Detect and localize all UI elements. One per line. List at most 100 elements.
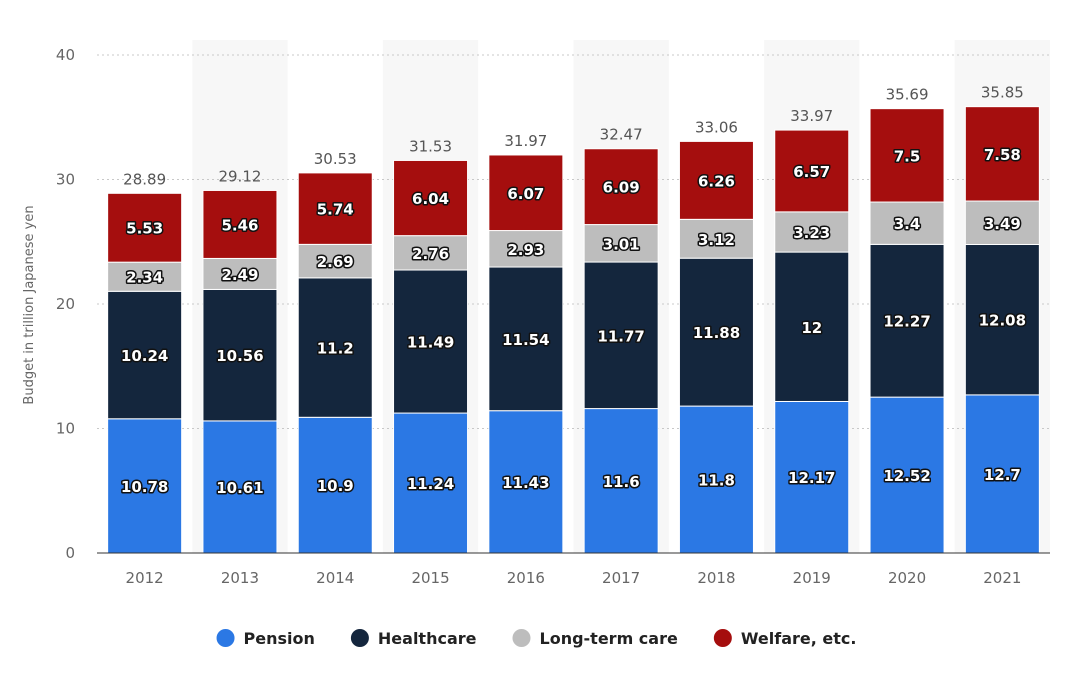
bar-segment-pension-2018: [678, 405, 754, 554]
legend-marker: [713, 629, 732, 647]
bar-segment-healthcare-2018: [678, 257, 754, 407]
data-label: 3.49: [984, 215, 1021, 233]
data-label: 11.77: [597, 327, 644, 345]
data-label: 11.8: [698, 472, 735, 490]
bar-segment-healthcare-2021: [964, 243, 1040, 396]
legend-label: Healthcare: [378, 629, 477, 648]
x-tick-label: 2021: [983, 569, 1021, 587]
data-label: 11.6: [603, 473, 640, 491]
bar-segment-pension-2014: [297, 416, 373, 554]
x-axis-ticks: 2012 2013 2014 2015 2016 2017 2018 2019 2020 2021: [126, 569, 1022, 587]
bar-segment-welfare-etc--2021: [964, 106, 1040, 202]
bar-segment-healthcare-2014: [297, 277, 373, 418]
legend-item-welfare-etc-[interactable]: Welfare, etc.: [713, 629, 857, 648]
data-label: 5.53: [126, 220, 163, 238]
data-label: 3.4: [894, 215, 921, 233]
bar-segment-welfare-etc--2013: [202, 189, 278, 259]
gridlines: [97, 54, 1050, 429]
y-tick-label: 30: [56, 171, 75, 189]
data-label: 12.7: [984, 466, 1021, 484]
total-label: 32.47: [600, 126, 643, 144]
bar-segment-long-term-care-2015: [393, 235, 469, 271]
data-label: 6.09: [603, 179, 640, 197]
data-label: 2.93: [507, 241, 544, 259]
total-label: 30.53: [314, 150, 357, 168]
total-label: 29.12: [218, 167, 261, 185]
bars: [107, 106, 1040, 554]
data-label: 10.24: [121, 347, 168, 365]
x-tick-label: 2016: [507, 569, 545, 587]
data-label: 12: [801, 319, 822, 337]
bar-segment-long-term-care-2021: [964, 200, 1040, 245]
data-label: 3.12: [698, 231, 735, 249]
bar-segment-welfare-etc--2014: [297, 172, 373, 245]
data-label: 11.54: [502, 331, 549, 349]
bar-segment-welfare-etc--2019: [774, 129, 850, 213]
data-label: 2.69: [317, 253, 354, 271]
bar-segment-pension-2012: [107, 418, 183, 554]
total-label: 33.97: [790, 107, 833, 125]
legend-marker: [350, 629, 369, 647]
bar-segment-long-term-care-2020: [869, 201, 945, 245]
data-label: 5.46: [221, 216, 258, 234]
legend-marker: [216, 629, 235, 647]
x-tick-label: 2013: [221, 569, 259, 587]
bar-segment-pension-2017: [583, 408, 659, 554]
bar-segment-healthcare-2017: [583, 261, 659, 410]
data-label: 2.76: [412, 245, 449, 263]
bar-segment-welfare-etc--2018: [678, 140, 754, 220]
legend: Pension Healthcare Long-term care Welfare, …: [216, 629, 857, 648]
legend-item-pension[interactable]: Pension: [216, 629, 315, 648]
total-label: 33.06: [695, 118, 738, 136]
data-label: 12.27: [883, 313, 930, 331]
bar-segment-pension-2021: [964, 394, 1040, 554]
total-label: 28.89: [123, 170, 166, 188]
x-tick-label: 2018: [697, 569, 735, 587]
legend-label: Long-term care: [540, 629, 678, 648]
data-label: 7.58: [984, 146, 1021, 164]
data-label: 11.43: [502, 474, 549, 492]
bar-segment-healthcare-2015: [393, 269, 469, 414]
data-label: 10.56: [216, 347, 263, 365]
data-label: 10.61: [216, 479, 263, 497]
x-tick-label: 2014: [316, 569, 354, 587]
x-tick-label: 2019: [793, 569, 831, 587]
y-tick-label: 40: [56, 46, 75, 64]
bar-segment-pension-2020: [869, 396, 945, 554]
data-label: 6.26: [698, 172, 735, 190]
x-tick-label: 2017: [602, 569, 640, 587]
data-label: 7.5: [894, 147, 921, 165]
data-label: 6.57: [793, 163, 830, 181]
x-tick-label: 2015: [411, 569, 449, 587]
bar-segment-long-term-care-2018: [678, 218, 754, 259]
data-label: 11.24: [407, 475, 454, 493]
legend-label: Welfare, etc.: [741, 629, 857, 648]
legend-item-long-term-care[interactable]: Long-term care: [512, 629, 678, 648]
data-label: 12.52: [883, 467, 930, 485]
data-label: 12.08: [979, 312, 1026, 330]
legend-item-healthcare[interactable]: Healthcare: [350, 629, 477, 648]
total-label: 35.69: [886, 86, 929, 104]
data-label: 5.74: [317, 201, 354, 219]
data-label: 11.88: [693, 324, 740, 342]
data-label: 10.9: [317, 477, 354, 495]
total-label: 35.85: [981, 84, 1024, 102]
data-label: 3.23: [793, 224, 830, 242]
bar-segment-healthcare-2013: [202, 288, 278, 422]
bar-segment-welfare-etc--2016: [488, 154, 564, 232]
total-label: 31.53: [409, 137, 452, 155]
bar-segment-pension-2019: [774, 400, 850, 554]
legend-marker: [512, 629, 531, 647]
data-label: 3.01: [603, 235, 640, 253]
bar-segment-healthcare-2016: [488, 266, 564, 412]
data-label: 6.07: [507, 185, 544, 203]
y-tick-label: 0: [65, 544, 75, 562]
bar-segment-welfare-etc--2017: [583, 148, 659, 226]
data-label: 11.2: [317, 340, 354, 358]
bar-segment-welfare-etc--2020: [869, 108, 945, 203]
data-label: 11.49: [407, 334, 454, 352]
bar-segment-long-term-care-2017: [583, 224, 659, 263]
data-label: 6.04: [412, 190, 449, 208]
